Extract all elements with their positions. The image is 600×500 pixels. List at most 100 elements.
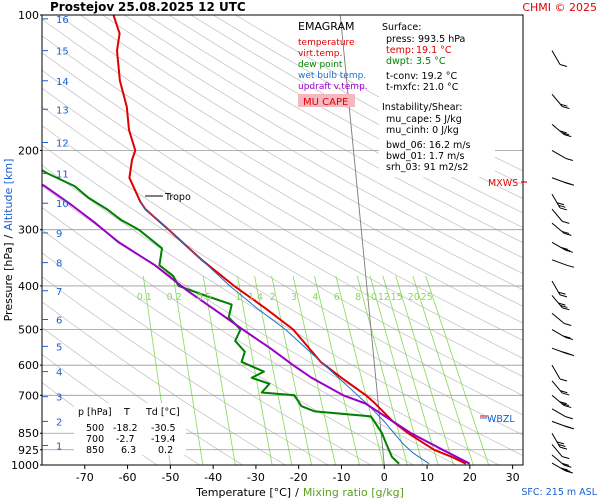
x-axis-label-mix: Mixing ratio [g/kg]: [303, 486, 404, 499]
level-table-cell: 500: [86, 423, 104, 434]
altitude-tick-label: 12: [56, 138, 69, 149]
level-table: p [hPa] T Td [°C] 500 -18.2 -30.5 700 -2…: [74, 403, 186, 456]
temp-tick-label: -60: [119, 471, 137, 484]
level-table-bg: [74, 403, 186, 455]
wind-barb-feather: [565, 416, 573, 420]
level-table-header-p: p [hPa]: [78, 407, 112, 418]
wind-barb-feather: [561, 462, 570, 466]
wind-barb: [551, 420, 575, 430]
wind-barb-staff: [551, 208, 563, 222]
zero-isotherm: [339, 15, 385, 465]
wind-barb: [551, 259, 575, 268]
mixing-ratio-label: 1.4: [248, 292, 263, 303]
x-axis-label-sep: /: [295, 486, 299, 499]
wind-barb-staff: [551, 364, 561, 380]
wind-barb-feather: [558, 204, 566, 208]
wind-barb: [551, 462, 573, 474]
series-line-updraft-v-temp-: [42, 183, 471, 465]
dry-adiabat: [42, 52, 523, 341]
dry-adiabat: [42, 125, 523, 416]
surface-temp-value: 19.1 °C: [416, 45, 452, 56]
wind-barb-feather: [560, 246, 568, 250]
wind-barb-feather: [563, 469, 571, 473]
wind-barb-feather: [562, 220, 570, 224]
pressure-tick-label: 500: [18, 324, 39, 337]
wind-barb: [551, 295, 570, 311]
dry-adiabat: [57, 15, 523, 291]
level-table-cell: 0.2: [158, 445, 173, 456]
station-name: Prostejov: [50, 0, 114, 14]
pressure-tick-label: 700: [18, 389, 39, 402]
altitude-tick-label: 10: [56, 199, 69, 210]
surface-press-value: 993.5 hPa: [418, 34, 465, 45]
level-table-cell: 850: [86, 445, 104, 456]
legend-item-virt-temp: virt.temp.: [298, 49, 342, 59]
mxws-label: MXWS: [488, 178, 518, 189]
surface-tconv: t-conv: 19.2 °C: [386, 71, 457, 82]
wind-barb-feather: [559, 446, 568, 450]
level-table-header-t: T: [123, 407, 130, 418]
altitude-tick-label: 6: [56, 316, 62, 327]
mixing-ratio-label: 12: [378, 292, 390, 303]
instability-mu-cinh: mu_cinh: 0 J/kg: [386, 125, 459, 136]
temp-tick-label: -10: [332, 471, 350, 484]
mixing-ratio-label: 0.2: [167, 292, 182, 303]
altitude-tick-label: 5: [56, 342, 62, 353]
y-axis-label: Pressure [hPa] / Altitude [km]: [2, 159, 15, 322]
mixing-ratio-label: 2: [270, 292, 276, 303]
legend-item-updraft: updraft v.temp.: [298, 82, 368, 92]
axes-layer: 1002003004005006007008509251000123456789…: [11, 9, 520, 484]
svg-text:Pressure [hPa]/Altitude [km]: Pressure [hPa] / Altitude [km]: [2, 159, 15, 322]
wind-barb-feather: [561, 132, 570, 136]
mixing-ratio-label: 20: [408, 292, 420, 303]
temp-tick-label: -40: [204, 471, 222, 484]
wind-barb-feather: [564, 134, 572, 138]
wind-barb: [551, 329, 573, 341]
altitude-tick-label: 7: [56, 287, 62, 298]
surface-temp-label: temp:: [386, 45, 414, 56]
wind-barb-feather: [565, 249, 573, 253]
pressure-tick-label: 100: [18, 9, 39, 22]
wind-barb-feather: [559, 294, 568, 298]
wind-barb: [551, 222, 572, 236]
pressure-tick-label: 925: [18, 444, 39, 457]
pressure-tick-label: 300: [18, 224, 39, 237]
pressure-tick-label: 200: [18, 144, 39, 157]
wind-barb: [551, 364, 568, 382]
wind-barb: [551, 280, 568, 298]
wind-barb-feather: [562, 456, 570, 460]
y-axis-label-pressure: Pressure [hPa]: [2, 242, 15, 321]
legend-item-wet-bulb: wet bulb temp.: [298, 71, 366, 81]
wind-barb-feather: [561, 351, 569, 355]
level-table-header-td: Td [°C]: [145, 407, 180, 418]
wind-barb-feather: [564, 425, 572, 429]
wind-barb-feather: [560, 304, 568, 308]
mixing-ratio-label: 6: [334, 292, 340, 303]
legend-item-dew-point: dew point: [298, 60, 343, 70]
series-line-wet-bulb-temp-: [139, 201, 430, 465]
altitude-tick-label: 8: [56, 259, 62, 270]
surface-press-label: press:: [386, 34, 415, 45]
wind-barb: [551, 444, 570, 460]
altitude-tick-label: 16: [56, 15, 69, 26]
dry-adiabat: [146, 15, 523, 229]
wind-barb-feather: [559, 207, 568, 211]
wind-barb-feather: [564, 232, 572, 236]
wind-barb-feather: [562, 392, 570, 396]
level-table-cell: -18.2: [113, 423, 138, 434]
mu-cape-badge: [298, 94, 355, 107]
pressure-tick-label: 600: [18, 359, 39, 372]
wind-barb: [551, 454, 572, 468]
wind-barb-feather: [558, 291, 566, 295]
level-table-cell: -30.5: [151, 423, 176, 434]
altitude-tick-label: 4: [56, 368, 62, 379]
wind-barb: [551, 208, 570, 224]
level-table-cell: -2.7: [116, 434, 135, 445]
altitude-tick-label: 1: [56, 441, 62, 452]
wind-barbs: [551, 50, 575, 474]
wind-barb-feather: [558, 444, 566, 447]
mixing-ratio-label: 3: [291, 292, 297, 303]
wind-barb-feather: [562, 307, 570, 311]
